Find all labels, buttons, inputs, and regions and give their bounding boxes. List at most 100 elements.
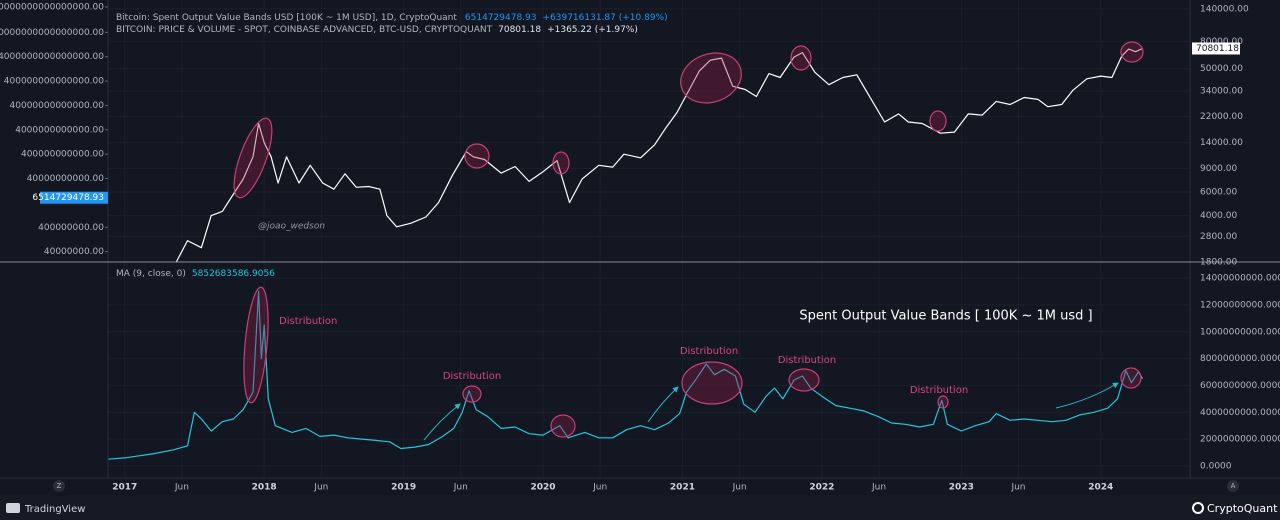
x-tick-label: Jun (313, 483, 328, 493)
y-tick-label: 40000000.00 (44, 247, 104, 257)
annotation: Distribution (680, 346, 738, 357)
highlight (233, 117, 273, 199)
annotation: Distribution (279, 316, 337, 327)
y-tick-label: 10000000000.0000 (1200, 327, 1280, 337)
highlight (937, 395, 949, 409)
y2-tick-label: 2800.00 (1200, 232, 1237, 242)
highlight (680, 52, 742, 104)
indicator-change: +639716131.87 (+10.89%) (542, 13, 667, 23)
y-tick-label: 12000000000.0000 (1200, 300, 1280, 310)
last-price-label: 70801.18 (1196, 44, 1239, 54)
y2-tick-label: 140000.00 (1200, 4, 1249, 14)
arrows (423, 382, 1119, 441)
last-value-label: 6514729478.93 (32, 193, 104, 203)
y2-tick-label: 6000.00 (1200, 187, 1237, 197)
highlights (233, 41, 1144, 438)
highlight (681, 361, 743, 405)
y-tick-label: 0.0000 (1200, 461, 1232, 471)
y-tick-label: 2000000000.0000 (1200, 435, 1280, 445)
x-tick-label: Jun (453, 483, 468, 493)
x-tick-label: 2023 (949, 483, 974, 493)
highlight (243, 286, 269, 404)
highlight (462, 385, 482, 403)
annotation: Distribution (910, 385, 968, 396)
highlight (788, 368, 820, 392)
zoom-label[interactable]: Z (57, 482, 62, 490)
series-line (107, 290, 1144, 460)
y2-tick-label: 4000.00 (1200, 211, 1237, 221)
indicator-last: 6514729478.93 (465, 13, 537, 23)
zoom-button[interactable] (53, 480, 65, 492)
price-header: BITCOIN: PRICE & VOLUME - SPOT, COINBASE… (116, 25, 638, 35)
grid (108, 0, 1190, 478)
y2-tick-label: 50000.00 (1200, 64, 1243, 74)
annotation: Distribution (443, 371, 501, 382)
y2-tick-label: 22000.00 (1200, 112, 1243, 122)
x-tick-label: 2017 (112, 483, 137, 493)
x-tick-label: 2021 (670, 483, 695, 493)
x-tick-label: 2019 (391, 483, 416, 493)
y-tick-label: 8000000000.0000 (1200, 354, 1280, 364)
series-line (175, 47, 1143, 263)
highlight (552, 151, 570, 175)
y-tick-label: 14000000000.0000 (1200, 274, 1280, 284)
cryptoquant-brand: CryptoQuant (1207, 502, 1278, 515)
last-value-box (40, 191, 108, 204)
y-tick-label: 400000000000000.00 (4, 77, 104, 87)
last-price-box (1192, 42, 1240, 55)
watermark: @joao_wedson (258, 222, 325, 232)
y2-tick-label: 80000.00 (1200, 37, 1243, 47)
arrow (423, 403, 461, 441)
highlight (550, 414, 576, 438)
auto-button[interactable] (1227, 480, 1239, 492)
y2-tick-label: 9000.00 (1200, 164, 1237, 174)
y-tick-label: 40000000000.00 (27, 174, 105, 184)
y2-tick-label: 1800.00 (1200, 258, 1237, 268)
x-tick-label: Jun (871, 483, 886, 493)
tradingview-logo (6, 503, 20, 513)
plot (107, 47, 1144, 460)
ma-last: 5852683586.9056 (192, 269, 275, 279)
highlight (929, 110, 947, 132)
y2-tick-label: 14000.00 (1200, 138, 1243, 148)
price-last: 70801.18 (498, 25, 541, 35)
tradingview-brand: TradingView (24, 504, 85, 515)
pane-title: Spent Output Value Bands [ 100K ~ 1M usd… (799, 309, 1092, 324)
y-tick-label: 4000000000000.00 (15, 125, 104, 135)
x-tick-label: 2020 (530, 483, 555, 493)
y-tick-label: 400000000.00 (38, 223, 104, 233)
y-tick-label: 400000000000.00 (21, 150, 104, 160)
ma-name: MA (9, close, 0) (116, 269, 186, 279)
x-tick-label: Jun (592, 483, 607, 493)
x-tick-label: 2022 (809, 483, 834, 493)
ma-header: MA (9, close, 0) 5852683586.9056 (116, 269, 275, 279)
annotation: Distribution (778, 355, 836, 366)
y-tick-label: 40000000000000.00 (10, 101, 105, 111)
indicator-name: Bitcoin: Spent Output Value Bands USD [1… (116, 13, 457, 23)
price-name: BITCOIN: PRICE & VOLUME - SPOT, COINBASE… (116, 25, 493, 35)
y-tick-label: 40000000000000000.00 (0, 28, 104, 38)
cryptoquant-logo (1192, 502, 1204, 514)
y-tick-label: 4000000000.0000 (1200, 408, 1280, 418)
auto-label[interactable]: A (1231, 482, 1236, 490)
arrow (647, 386, 679, 423)
y-tick-label: 6000000000.0000 (1200, 381, 1280, 391)
x-tick-label: 2024 (1088, 483, 1113, 493)
arrow (1055, 382, 1119, 409)
y-tick-label: 440000000000000000.00 (0, 2, 104, 12)
indicator-header: Bitcoin: Spent Output Value Bands USD [1… (116, 13, 668, 23)
highlight (1120, 41, 1144, 63)
highlight (464, 143, 490, 169)
highlight (790, 45, 812, 71)
y-tick-label: 4000000000000000.00 (0, 52, 104, 62)
footer (0, 495, 1280, 520)
x-tick-label: 2018 (252, 483, 277, 493)
x-tick-label: Jun (732, 483, 747, 493)
price-change: +1365.22 (+1.97%) (547, 25, 638, 35)
y2-tick-label: 34000.00 (1200, 87, 1243, 97)
x-tick-label: Jun (174, 483, 189, 493)
x-tick-label: Jun (1010, 483, 1025, 493)
highlight (1120, 367, 1142, 389)
